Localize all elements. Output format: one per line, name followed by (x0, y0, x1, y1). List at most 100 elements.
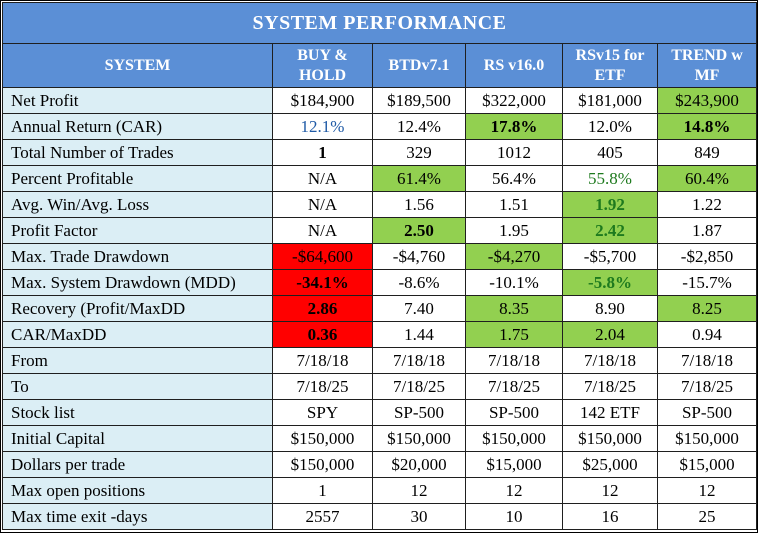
cell: 12 (562, 477, 658, 504)
cell: 12 (656, 477, 758, 504)
cell: 0.94 (656, 321, 758, 348)
table-row: Max time exit -days 2557 30 10 16 25 (2, 503, 758, 530)
cell: 10 (465, 503, 563, 530)
cell: 2.50 (372, 217, 466, 244)
cell: 1.95 (465, 217, 563, 244)
cell: SPY (272, 399, 373, 426)
cell: 7/18/18 (656, 347, 758, 374)
cell: $189,500 (372, 87, 466, 114)
table-row: Percent Profitable N/A 61.4% 56.4% 55.8%… (2, 165, 758, 192)
header-rs-v16: RS v16.0 (465, 43, 563, 88)
cell: 1.92 (562, 191, 658, 218)
cell: $150,000 (272, 451, 373, 478)
header-rsv15-etf: RSv15 for ETF (562, 43, 658, 88)
table-row: To 7/18/25 7/18/25 7/18/25 7/18/25 7/18/… (2, 373, 758, 400)
header-line2: MF (694, 66, 720, 84)
table-row: Max. Trade Drawdown -$64,600 -$4,760 -$4… (2, 243, 758, 270)
header-line1: BTDv7.1 (388, 56, 450, 74)
table-row: Dollars per trade $150,000 $20,000 $15,0… (2, 451, 758, 478)
cell: 7/18/25 (562, 373, 658, 400)
cell: $150,000 (272, 425, 373, 452)
cell: 25 (656, 503, 758, 530)
cell: N/A (272, 217, 373, 244)
table-title: SYSTEM PERFORMANCE (1, 2, 758, 44)
cell: 7/18/18 (465, 347, 563, 374)
header-line1: BUY & (297, 46, 348, 64)
cell: 7/18/25 (465, 373, 563, 400)
cell: 1012 (465, 139, 563, 166)
cell: -$5,700 (562, 243, 658, 270)
header-system: SYSTEM (2, 43, 273, 88)
cell: $150,000 (372, 425, 466, 452)
row-label: Net Profit (2, 87, 273, 114)
cell: N/A (272, 191, 373, 218)
table-row: Max open positions 1 12 12 12 12 (2, 477, 758, 504)
cell: 1 (272, 139, 373, 166)
cell: 7/18/25 (656, 373, 758, 400)
cell: $15,000 (465, 451, 563, 478)
table-row: CAR/MaxDD 0.36 1.44 1.75 2.04 0.94 (2, 321, 758, 348)
cell: 30 (372, 503, 466, 530)
row-label: Avg. Win/Avg. Loss (2, 191, 273, 218)
header-line2: HOLD (298, 66, 347, 84)
cell: 8.25 (656, 295, 758, 322)
cell: 14.8% (656, 113, 758, 140)
row-label: Max time exit -days (2, 503, 273, 530)
cell: 7/18/18 (562, 347, 658, 374)
cell: 1.51 (465, 191, 563, 218)
cell: 60.4% (656, 165, 758, 192)
row-label: Max. System Drawdown (MDD) (2, 269, 273, 296)
table-row: Annual Return (CAR) 12.1% 12.4% 17.8% 12… (2, 113, 758, 140)
cell: 1.56 (372, 191, 466, 218)
cell: $150,000 (562, 425, 658, 452)
cell: $181,000 (562, 87, 658, 114)
header-buy-hold: BUY & HOLD (272, 43, 373, 88)
row-label: Total Number of Trades (2, 139, 273, 166)
cell: -$4,760 (372, 243, 466, 270)
cell: -34.1% (272, 269, 373, 296)
cell: 2.04 (562, 321, 658, 348)
cell: 12 (372, 477, 466, 504)
cell: $15,000 (656, 451, 758, 478)
cell: 0.36 (272, 321, 373, 348)
cell: -$2,850 (656, 243, 758, 270)
row-label: Initial Capital (2, 425, 273, 452)
row-label: Percent Profitable (2, 165, 273, 192)
cell: N/A (272, 165, 373, 192)
header-trend-mf: TREND w MF (656, 43, 758, 88)
row-label: Stock list (2, 399, 273, 426)
cell: $25,000 (562, 451, 658, 478)
cell: 12.0% (562, 113, 658, 140)
cell: 2.42 (562, 217, 658, 244)
row-label: Recovery (Profit/MaxDD (2, 295, 273, 322)
cell: 2.86 (272, 295, 373, 322)
cell: 55.8% (562, 165, 658, 192)
cell: 7.40 (372, 295, 466, 322)
cell: $20,000 (372, 451, 466, 478)
cell: 16 (562, 503, 658, 530)
cell: $150,000 (465, 425, 563, 452)
cell: 12.4% (372, 113, 466, 140)
header-line1: TREND w (671, 46, 743, 64)
cell: SP-500 (656, 399, 758, 426)
cell: $184,900 (272, 87, 373, 114)
cell: -5.8% (562, 269, 658, 296)
cell: 12 (465, 477, 563, 504)
cell: $322,000 (465, 87, 563, 114)
cell: 142 ETF (562, 399, 658, 426)
cell: 8.35 (465, 295, 563, 322)
cell: $150,000 (656, 425, 758, 452)
cell: 405 (562, 139, 658, 166)
header-btdv71: BTDv7.1 (372, 43, 466, 88)
cell: 56.4% (465, 165, 563, 192)
cell: 7/18/18 (372, 347, 466, 374)
row-label: Annual Return (CAR) (2, 113, 273, 140)
table-row: Recovery (Profit/MaxDD 2.86 7.40 8.35 8.… (2, 295, 758, 322)
row-label: To (2, 373, 273, 400)
cell: 7/18/18 (272, 347, 373, 374)
cell: -10.1% (465, 269, 563, 296)
header-line1: RSv15 for (575, 46, 645, 64)
cell: 7/18/25 (372, 373, 466, 400)
row-label: Max. Trade Drawdown (2, 243, 273, 270)
